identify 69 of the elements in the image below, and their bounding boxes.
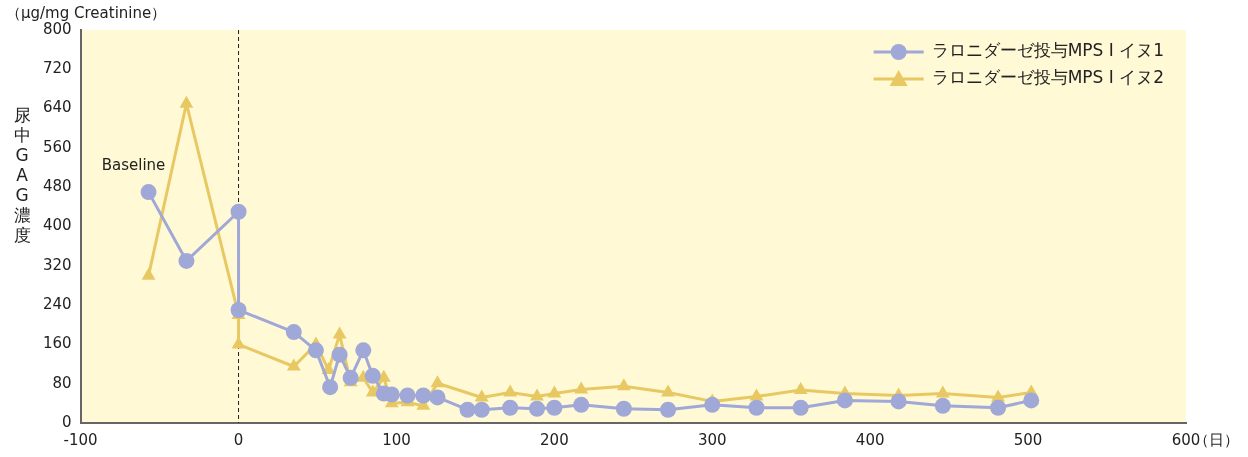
point bbox=[890, 393, 907, 410]
point bbox=[429, 389, 446, 406]
point bbox=[704, 396, 721, 413]
point bbox=[459, 401, 476, 418]
point bbox=[615, 400, 632, 417]
x-tick-label: 600 bbox=[1171, 430, 1201, 449]
point bbox=[307, 342, 324, 359]
point bbox=[934, 397, 951, 414]
y-tick-label: 400 bbox=[42, 216, 72, 235]
point bbox=[990, 399, 1007, 416]
x-tick-label: 100 bbox=[382, 430, 411, 449]
point bbox=[616, 378, 631, 391]
point bbox=[749, 388, 764, 401]
point bbox=[285, 324, 302, 341]
y-tick-label: 720 bbox=[42, 59, 72, 78]
x-tick-label: 200 bbox=[540, 430, 569, 449]
point bbox=[935, 385, 950, 398]
point bbox=[661, 384, 675, 397]
point bbox=[230, 302, 247, 319]
point bbox=[1023, 392, 1040, 409]
point bbox=[474, 389, 489, 402]
point bbox=[376, 369, 391, 382]
point bbox=[748, 399, 765, 416]
point bbox=[141, 267, 156, 280]
point bbox=[331, 346, 348, 363]
point bbox=[793, 382, 808, 395]
x-tick-label: -100 bbox=[63, 430, 98, 449]
text: （μg/mg Creatinine） bbox=[6, 3, 167, 22]
x-tick-label: 0 bbox=[233, 430, 244, 449]
y-tick-label: 80 bbox=[52, 373, 72, 392]
y-tick-label: 320 bbox=[42, 255, 72, 274]
point bbox=[332, 326, 347, 339]
y-tick-label: 160 bbox=[42, 334, 72, 353]
x-tick-label: 400 bbox=[855, 430, 885, 449]
point bbox=[322, 379, 339, 396]
point bbox=[573, 396, 590, 413]
annotation: Baseline bbox=[101, 156, 166, 174]
legend-label: ラロニダーゼ投与MPS Ⅰ イヌ1 bbox=[931, 40, 1165, 61]
point bbox=[342, 369, 359, 386]
x-tick-label: 300 bbox=[697, 430, 727, 449]
point bbox=[178, 252, 195, 269]
point bbox=[286, 358, 301, 371]
point bbox=[503, 384, 518, 397]
point bbox=[528, 400, 545, 417]
y-tick-label: 480 bbox=[42, 177, 72, 196]
y-tick-label: 640 bbox=[42, 98, 72, 117]
point bbox=[574, 381, 589, 394]
point bbox=[530, 388, 544, 401]
point bbox=[430, 375, 445, 388]
point bbox=[502, 399, 519, 416]
x-tick-label: 500 bbox=[1013, 430, 1043, 449]
point bbox=[140, 184, 157, 201]
point bbox=[399, 387, 416, 404]
y-tick-label: 240 bbox=[42, 294, 72, 313]
point bbox=[230, 203, 247, 220]
point bbox=[836, 392, 853, 409]
point bbox=[364, 367, 381, 384]
point bbox=[355, 342, 372, 359]
point bbox=[415, 387, 432, 404]
point bbox=[792, 399, 809, 416]
point bbox=[546, 399, 563, 416]
legend-label: ラロニダーゼ投与MPS Ⅰ イヌ2 bbox=[931, 67, 1165, 88]
point bbox=[547, 385, 562, 398]
point bbox=[473, 401, 490, 418]
y-axis-title: 尿中GAG濃度 bbox=[13, 104, 31, 245]
point bbox=[660, 401, 677, 418]
point bbox=[179, 95, 194, 108]
y-tick-label: 560 bbox=[42, 137, 72, 156]
y-tick-label: 0 bbox=[62, 412, 72, 431]
